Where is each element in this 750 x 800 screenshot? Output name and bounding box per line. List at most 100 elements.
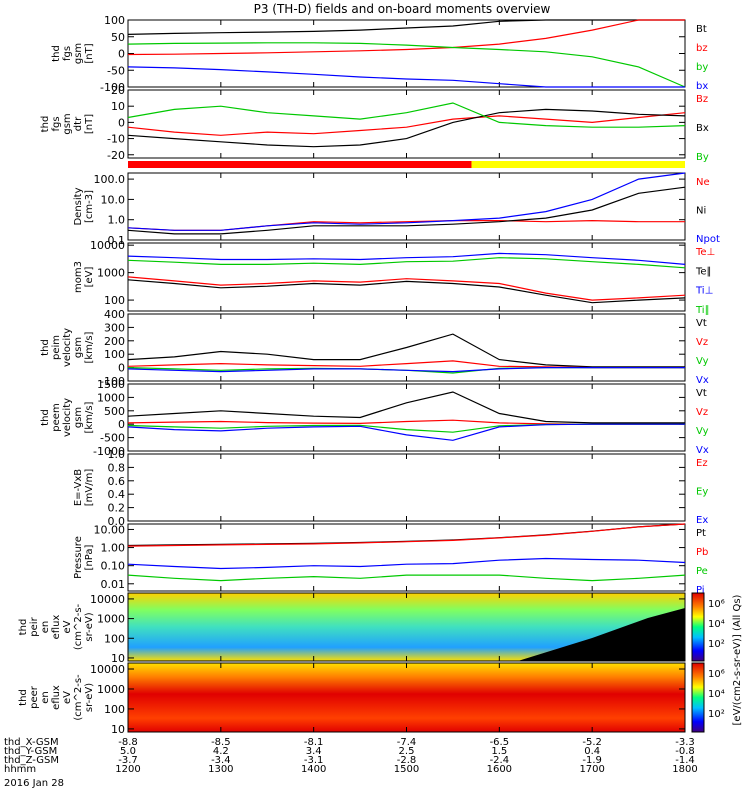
legend-entry: Ti∥ xyxy=(695,305,710,316)
series-line-Ni xyxy=(127,186,686,235)
legend-entry: Vy xyxy=(696,356,709,367)
y-axis-label: thd xyxy=(40,339,51,356)
y-axis-label: thd xyxy=(40,116,51,133)
y-tick-label: -10 xyxy=(107,133,125,146)
y-axis-label: fgs xyxy=(51,116,62,131)
y-tick-label: 0 xyxy=(118,362,125,375)
time-axis-value: 1700 xyxy=(579,764,604,775)
y-tick-label: 0.10 xyxy=(101,560,126,573)
series-line-Vt xyxy=(127,391,685,424)
y-axis-label: peem xyxy=(51,403,62,431)
y-axis-label: thd xyxy=(18,619,29,636)
series-line-Pe xyxy=(127,574,686,582)
time-axis-row-label: thd_Z-GSM xyxy=(4,755,59,766)
time-axis-value: -0.8 xyxy=(675,746,695,757)
y-tick-label: 0 xyxy=(118,48,125,61)
legend-entry: Ey xyxy=(696,487,708,498)
time-axis-value: 1600 xyxy=(487,764,512,775)
y-tick-label: 10 xyxy=(111,723,125,736)
y-axis-label: (cm^2-s- xyxy=(73,674,84,721)
y-tick-label: -1000 xyxy=(93,445,125,458)
y-axis-label: en xyxy=(40,691,51,704)
y-tick-label: 200 xyxy=(104,335,125,348)
panel-frame xyxy=(127,242,686,312)
y-axis-label: eflux xyxy=(51,685,62,710)
y-axis-label: [eV] xyxy=(84,267,95,288)
y-tick-label: 50 xyxy=(111,31,125,44)
series-line-by xyxy=(127,42,686,88)
time-axis-value: 5.0 xyxy=(120,746,136,757)
y-axis-label: gsm xyxy=(73,407,84,428)
legend-entry: Ez xyxy=(696,458,708,469)
legend-entry: Vt xyxy=(696,388,707,399)
time-axis-value: -5.2 xyxy=(582,737,602,748)
time-axis-value: 3.4 xyxy=(306,746,322,757)
series-line-Bt xyxy=(127,19,685,35)
y-axis-label: [nT] xyxy=(84,114,95,134)
series-line-Pb xyxy=(127,523,686,547)
y-axis-label: mom3 xyxy=(73,261,84,293)
legend-entry: Te∥ xyxy=(695,266,712,277)
no-data-region xyxy=(517,608,685,661)
y-axis-label: en xyxy=(40,621,51,634)
y-axis-label: [mV/m] xyxy=(84,469,95,507)
legend-entry: Pb xyxy=(696,547,708,558)
y-axis-label: peer xyxy=(29,685,40,709)
legend-entry: Bx xyxy=(696,123,709,134)
y-tick-label: 100 xyxy=(104,348,125,361)
y-tick-label: 1.00 xyxy=(101,542,126,555)
y-tick-label: 10.0 xyxy=(101,193,126,206)
y-tick-label: 0.0 xyxy=(108,515,126,528)
y-axis-label: dtr xyxy=(73,116,84,131)
y-tick-label: 1000 xyxy=(97,613,125,626)
y-tick-label: 100 xyxy=(104,632,125,645)
y-tick-label: -50 xyxy=(107,64,125,77)
panel-fgs_gsm: 100 50 0 -50 -100 thd fgs gsm [nT] Bt bz by bx xyxy=(51,14,708,94)
time-axis-value: 1300 xyxy=(208,764,233,775)
y-tick-label: 0 xyxy=(118,116,125,129)
y-axis-label: velocity xyxy=(62,398,73,437)
colorbar-tick-label: 10² xyxy=(708,709,725,720)
series-line-Te∥ xyxy=(127,279,686,304)
legend-entry: Ti⊥ xyxy=(695,286,713,297)
y-tick-label: 10 xyxy=(111,100,125,113)
colorbar-tick-label: 10⁴ xyxy=(708,619,725,630)
series-line-Ti⊥ xyxy=(127,252,686,265)
y-tick-label: 1.0 xyxy=(108,214,126,227)
y-axis-label: gsm xyxy=(73,43,84,64)
colorbar-strip xyxy=(691,662,705,733)
time-axis-value: 2.5 xyxy=(399,746,415,757)
panel-frame xyxy=(127,523,686,592)
time-axis-value: 1400 xyxy=(301,764,326,775)
mode-bar xyxy=(128,161,685,168)
series-line-Vx xyxy=(127,367,685,373)
y-tick-label: 0.2 xyxy=(108,502,126,515)
y-tick-label: -100 xyxy=(100,375,125,388)
series-line-Pi xyxy=(127,557,686,570)
plot-title: P3 (TH-D) fields and on-board moments ov… xyxy=(254,2,551,16)
y-axis-label: Density xyxy=(73,187,84,225)
y-axis-label: thd xyxy=(18,689,29,706)
y-tick-label: 0.8 xyxy=(108,461,126,474)
y-axis-label: thd xyxy=(40,409,51,426)
time-axis-value: -3.1 xyxy=(304,755,324,766)
panel-ion_spectrogram: 10000 1000 100 10 thd peir en eflux eV (cm^2-s-sr… xyxy=(18,592,686,665)
y-axis-label: thd xyxy=(51,45,62,62)
series-line-Bx xyxy=(127,108,686,148)
y-tick-label: 1.0 xyxy=(108,448,126,461)
time-axis-value: 4.2 xyxy=(213,746,229,757)
mode-bar-red xyxy=(128,161,472,168)
legend-entry: Ex xyxy=(696,515,708,526)
legend-entry: bz xyxy=(696,43,708,54)
series-line-Npot xyxy=(127,172,686,231)
panel-pressure: 10.00 1.00 0.10 0.01 Pressure [nPa] Pt Pb Pe Pi xyxy=(73,523,708,596)
y-tick-label: 10000 xyxy=(90,593,125,606)
y-tick-label: 1000 xyxy=(97,267,125,280)
time-axis-row-label: hhmm xyxy=(4,764,36,775)
y-tick-label: 400 xyxy=(104,308,125,321)
series-line-Vx xyxy=(127,423,685,441)
y-axis-label: fgs xyxy=(62,46,73,61)
time-axis-value: -2.8 xyxy=(397,755,417,766)
y-axis-label: peim xyxy=(51,335,62,360)
